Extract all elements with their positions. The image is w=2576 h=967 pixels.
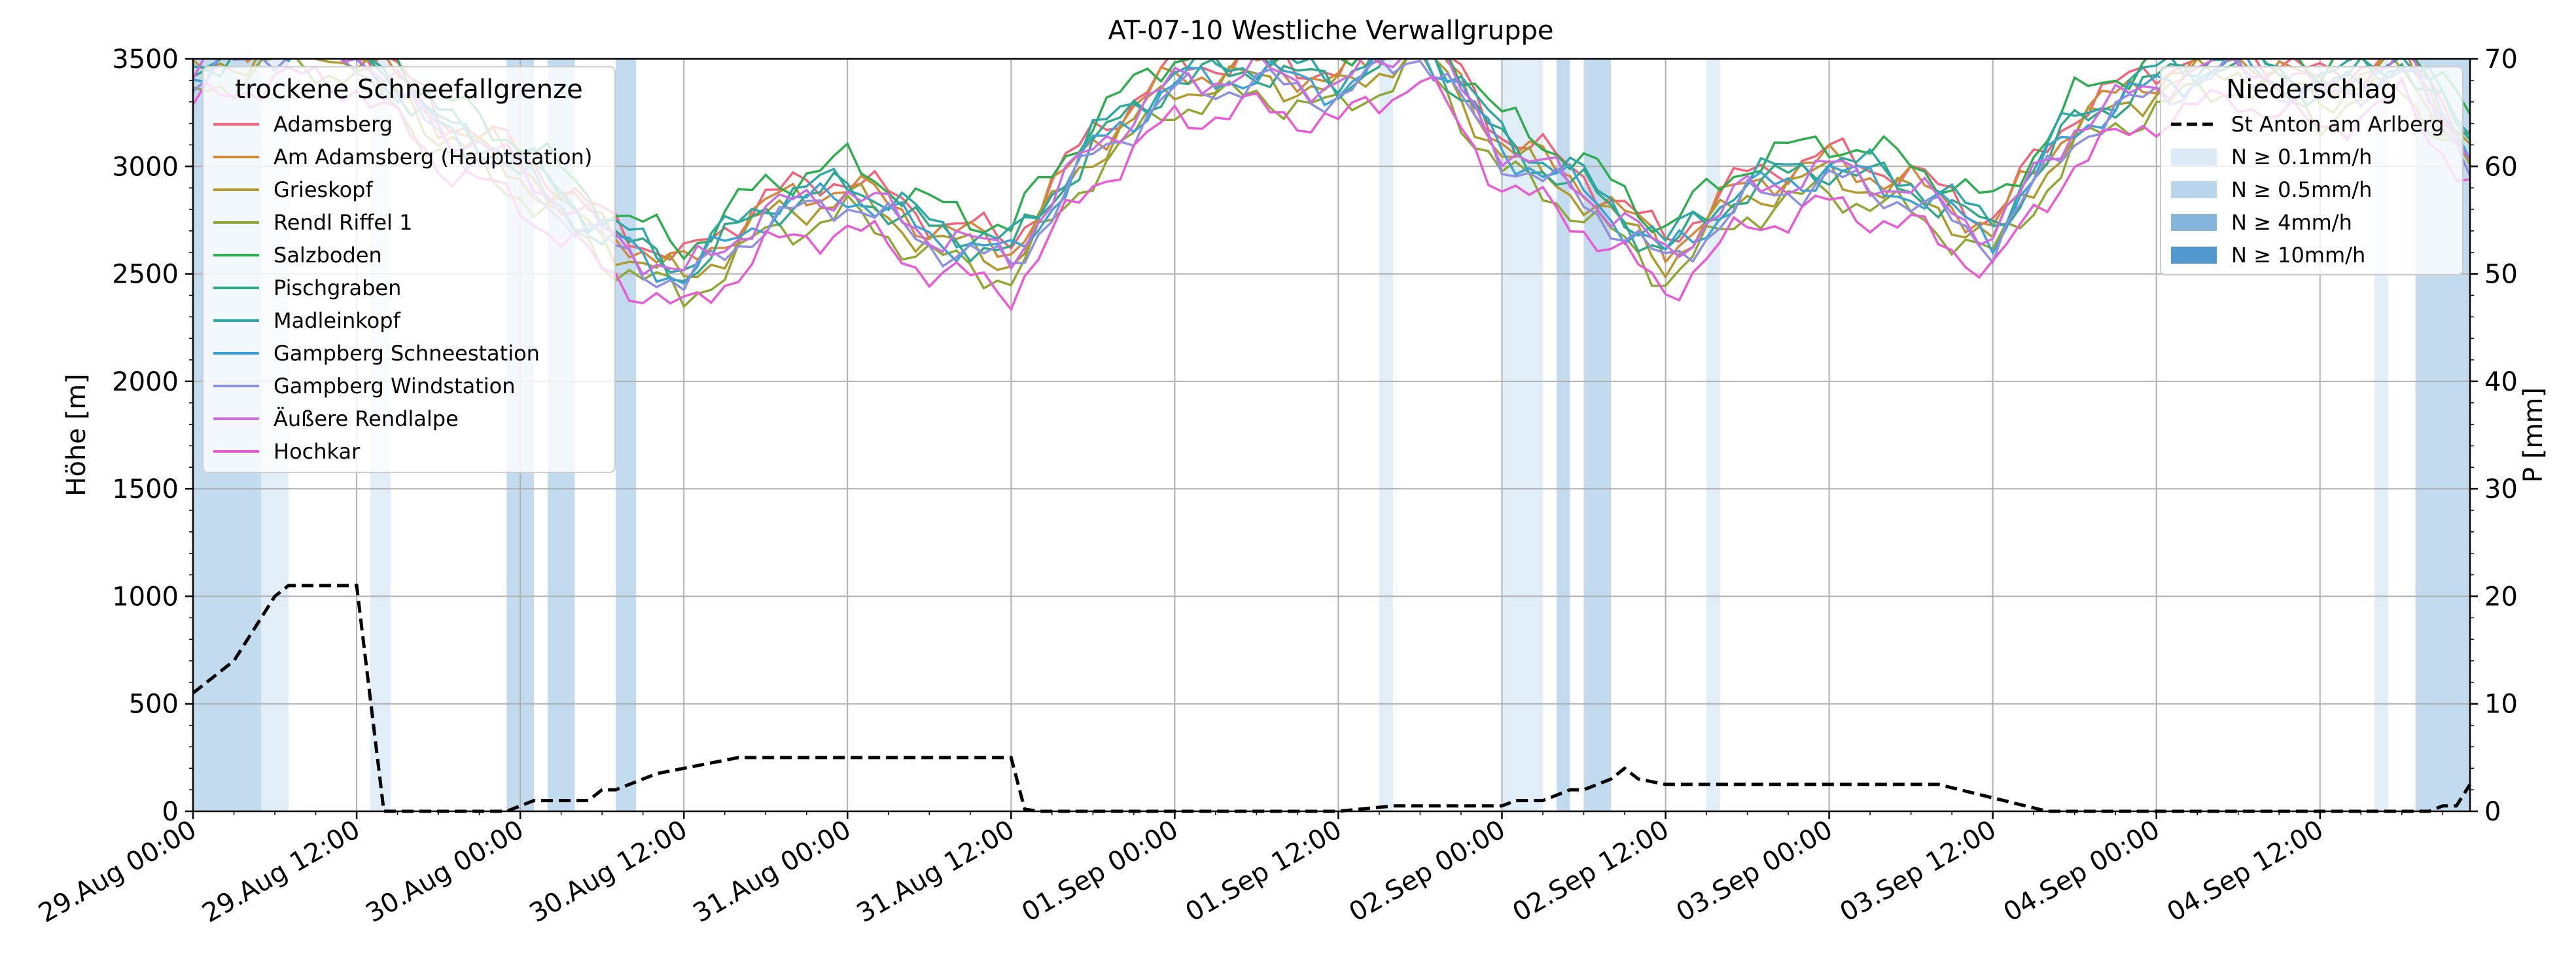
legend-label: Pischgraben (273, 275, 401, 300)
y-tick-label: 2000 (112, 367, 179, 397)
x-tick-label: 04.Sep 12:00 (2162, 815, 2329, 928)
x-tick-label: 01.Sep 00:00 (1017, 815, 1183, 928)
legend-label: Salzboden (273, 243, 382, 268)
x-tick-label: 29.Aug 12:00 (197, 815, 365, 929)
y2-tick-label: 0 (2484, 797, 2501, 827)
x-tick-label: 03.Sep 12:00 (1835, 815, 2001, 928)
legend-label: Gampberg Windstation (273, 374, 516, 398)
legend-band-swatch (2171, 247, 2217, 264)
y2-tick-label: 30 (2484, 474, 2518, 504)
y-tick-label: 1500 (112, 474, 179, 504)
legend-band-swatch (2171, 214, 2217, 231)
legend-label: Grieskopf (273, 177, 373, 202)
x-tick-label: 30.Aug 12:00 (525, 815, 693, 929)
x-tick-label: 31.Aug 12:00 (852, 815, 1020, 929)
y2-axis-title: P [mm] (2518, 387, 2549, 483)
legend-band-label: N ≥ 0.5mm/h (2231, 177, 2372, 202)
precip-line (192, 584, 2472, 813)
y2-tick-label: 60 (2484, 152, 2518, 182)
legend-right-box (2160, 66, 2463, 275)
legend-label: Gampberg Schneestation (273, 341, 540, 366)
x-tick-label: 02.Sep 00:00 (1344, 815, 1510, 928)
y2-tick-label: 20 (2484, 582, 2518, 612)
legend-left-box (202, 66, 616, 473)
precip-band (1556, 59, 1570, 811)
y-tick-label: 500 (129, 690, 179, 720)
x-tick-label: 03.Sep 00:00 (1671, 815, 1837, 928)
legend-band-label: N ≥ 4mm/h (2231, 210, 2352, 235)
legend-right-title: Niederschlag (2226, 75, 2397, 105)
plot-frame (192, 58, 2471, 813)
y-tick-label: 1000 (112, 582, 179, 612)
legend-label: Adamsberg (273, 112, 393, 137)
legend-band-label: N ≥ 0.1mm/h (2231, 145, 2372, 169)
legend-label: Madleinkopf (273, 308, 401, 333)
x-tick-label: 01.Sep 12:00 (1180, 815, 1347, 928)
y2-tick-label: 10 (2484, 690, 2518, 720)
x-tick-label: 31.Aug 00:00 (688, 815, 856, 929)
x-tick-label: 29.Aug 00:00 (33, 815, 202, 929)
legend-left-items: Adamsberg Am Adamsberg (Hauptstation) Grie… (213, 112, 592, 464)
legend-label: Hochkar (273, 439, 361, 464)
y2-tick-label: 70 (2484, 44, 2518, 75)
legend-precip-line-label: St Anton am Arlberg (2231, 112, 2444, 137)
y-tick-label: 2500 (112, 260, 179, 290)
precipitation-legend: Niederschlag St Anton am Arlberg N ≥ 0.1… (2160, 66, 2463, 275)
x-tick-label: 04.Sep 00:00 (1998, 815, 2164, 928)
legend-label: Äußere Rendlalpe (273, 406, 459, 431)
y-tick-label: 3000 (112, 152, 179, 182)
legend-band-swatch (2171, 181, 2217, 198)
y-tick-label: 3500 (112, 44, 179, 75)
legend-left-title: trockene Schneefallgrenze (235, 75, 582, 105)
legend-band-swatch (2171, 149, 2217, 166)
precip-band (1379, 59, 1393, 811)
legend-band-label: N ≥ 10mm/h (2231, 243, 2365, 268)
chart-title: AT-07-10 Westliche Verwallgruppe (1108, 16, 1554, 46)
y-axis-right: 0 10 20 30 40 50 60 70 (2470, 44, 2518, 827)
y-axis-title: Höhe [m] (62, 374, 92, 496)
x-tick-label: 02.Sep 12:00 (1508, 815, 1674, 928)
y2-tick-label: 40 (2484, 367, 2518, 397)
precip-band (1706, 59, 1720, 811)
legend-label: Am Adamsberg (Hauptstation) (273, 145, 592, 169)
legend-label: Rendl Riffel 1 (273, 210, 412, 235)
precipitation-line (192, 584, 2472, 813)
snowline-legend: trockene Schneefallgrenze Adamsberg Am Ad… (202, 66, 616, 473)
legend-right-items: N ≥ 0.1mm/h N ≥ 0.5mm/h N ≥ 4mm/h N ≥ 10mm/… (2171, 145, 2372, 268)
y2-tick-label: 50 (2484, 260, 2518, 290)
x-tick-label: 30.Aug 00:00 (361, 815, 529, 929)
precip-band (615, 59, 637, 811)
y-axis-left: 0 500 1000 1500 2000 2500 3000 3500 (112, 44, 193, 827)
y-tick-label: 0 (162, 797, 179, 827)
